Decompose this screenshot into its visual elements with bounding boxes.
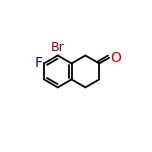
Text: O: O xyxy=(110,51,121,65)
Text: Br: Br xyxy=(51,41,65,54)
Text: F: F xyxy=(35,56,43,71)
